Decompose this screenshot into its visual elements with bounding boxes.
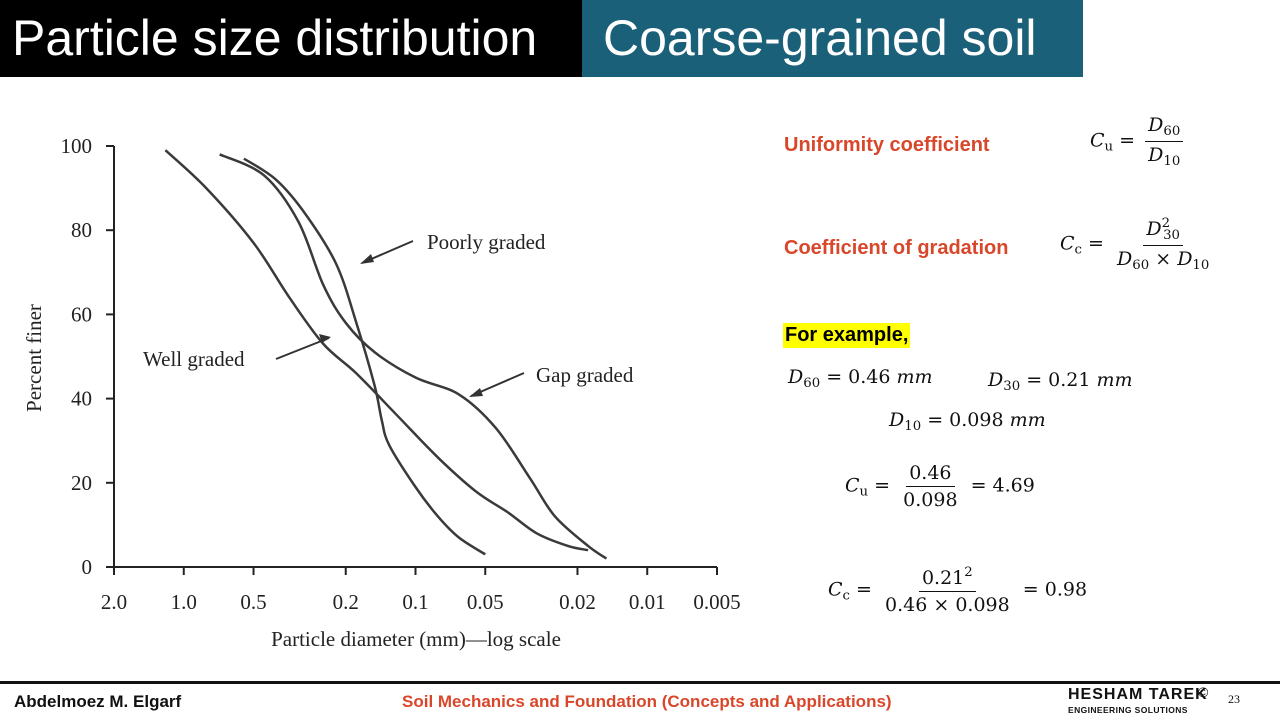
annotation-well-graded: Well graded (143, 347, 245, 371)
annotation-arrows (275, 240, 525, 397)
cu-definition-formula: Cu = D60 D10 (1090, 114, 1187, 169)
x-tick-label: 0.2 (333, 590, 359, 614)
logo-sub-text: ENGINEERING SOLUTIONS (1068, 705, 1188, 715)
gradation-coefficient-label: Coefficient of gradation (784, 237, 1009, 259)
logo-main-text: HESHAM TAREK (1068, 686, 1208, 703)
x-tick-label: 0.01 (629, 590, 666, 614)
x-tick-label: 0.005 (693, 590, 740, 614)
series-well-graded (164, 149, 589, 552)
y-tick-label: 20 (71, 471, 92, 495)
x-tick-label: 0.5 (240, 590, 266, 614)
hesham-tarek-logo: HESHAM TAREK © ENGINEERING SOLUTIONS (1068, 684, 1218, 718)
logo-mark: © (1198, 684, 1209, 700)
y-tick-label: 60 (71, 302, 92, 326)
y-tick-label: 40 (71, 387, 92, 411)
x-axis-label: Particle diameter (mm)—log scale (271, 627, 561, 651)
particle-size-chart: 2.0 1.0 0.5 0.2 0.1 0.05 0.02 0.01 0.005 0 20 40 60 8… (22, 134, 741, 651)
example-label: For example, (783, 323, 911, 348)
arrowhead-poorly-graded (360, 254, 374, 264)
title-left-text: Particle size distribution (12, 10, 538, 66)
uniformity-coefficient-label: Uniformity coefficient (784, 134, 990, 156)
chart-ticks: 2.0 1.0 0.5 0.2 0.1 0.05 0.02 0.01 0.005 0 20 40 60 8… (61, 134, 741, 614)
x-tick-label: 2.0 (101, 590, 127, 614)
x-tick-label: 1.0 (171, 590, 197, 614)
arrowhead-gap-graded (469, 388, 483, 397)
x-tick-label: 0.1 (402, 590, 428, 614)
cc-definition-formula: Cc = D230 D60 × D10 (1060, 216, 1210, 273)
chart-series (164, 149, 608, 560)
d10-value: D10 = 0.098 mm (889, 409, 1046, 434)
series-gap-graded (219, 153, 608, 560)
y-axis-label: Percent finer (22, 304, 46, 412)
annotation-gap-graded: Gap graded (536, 363, 634, 387)
title-right-text: Coarse-grained soil (603, 10, 1037, 66)
cc-calculation: Cc = 0.212 0.46 × 0.098 = 0.98 (828, 565, 1088, 616)
d30-value: D30 = 0.21 mm (988, 369, 1133, 394)
title-right-banner: Coarse-grained soil (582, 0, 1083, 77)
y-tick-label: 0 (82, 555, 93, 579)
y-tick-label: 80 (71, 218, 92, 242)
arrow-well-graded (275, 337, 330, 360)
footer-author: Abdelmoez M. Elgarf (14, 692, 182, 711)
cu-calculation: Cu = 0.46 0.098 = 4.69 (845, 462, 1035, 511)
footer-course-title: Soil Mechanics and Foundation (Concepts … (402, 692, 892, 711)
series-poorly-graded (243, 157, 486, 556)
title-left-banner: Particle size distribution (0, 0, 582, 77)
annotation-poorly-graded: Poorly graded (427, 230, 546, 254)
x-tick-label: 0.05 (467, 590, 504, 614)
page-number: 23 (1228, 692, 1240, 706)
y-tick-label: 100 (61, 134, 93, 158)
arrowhead-well-graded (319, 334, 331, 343)
footer-divider (0, 681, 1280, 684)
x-tick-label: 0.02 (559, 590, 596, 614)
d60-value: D60 = 0.46 mm (788, 366, 933, 391)
